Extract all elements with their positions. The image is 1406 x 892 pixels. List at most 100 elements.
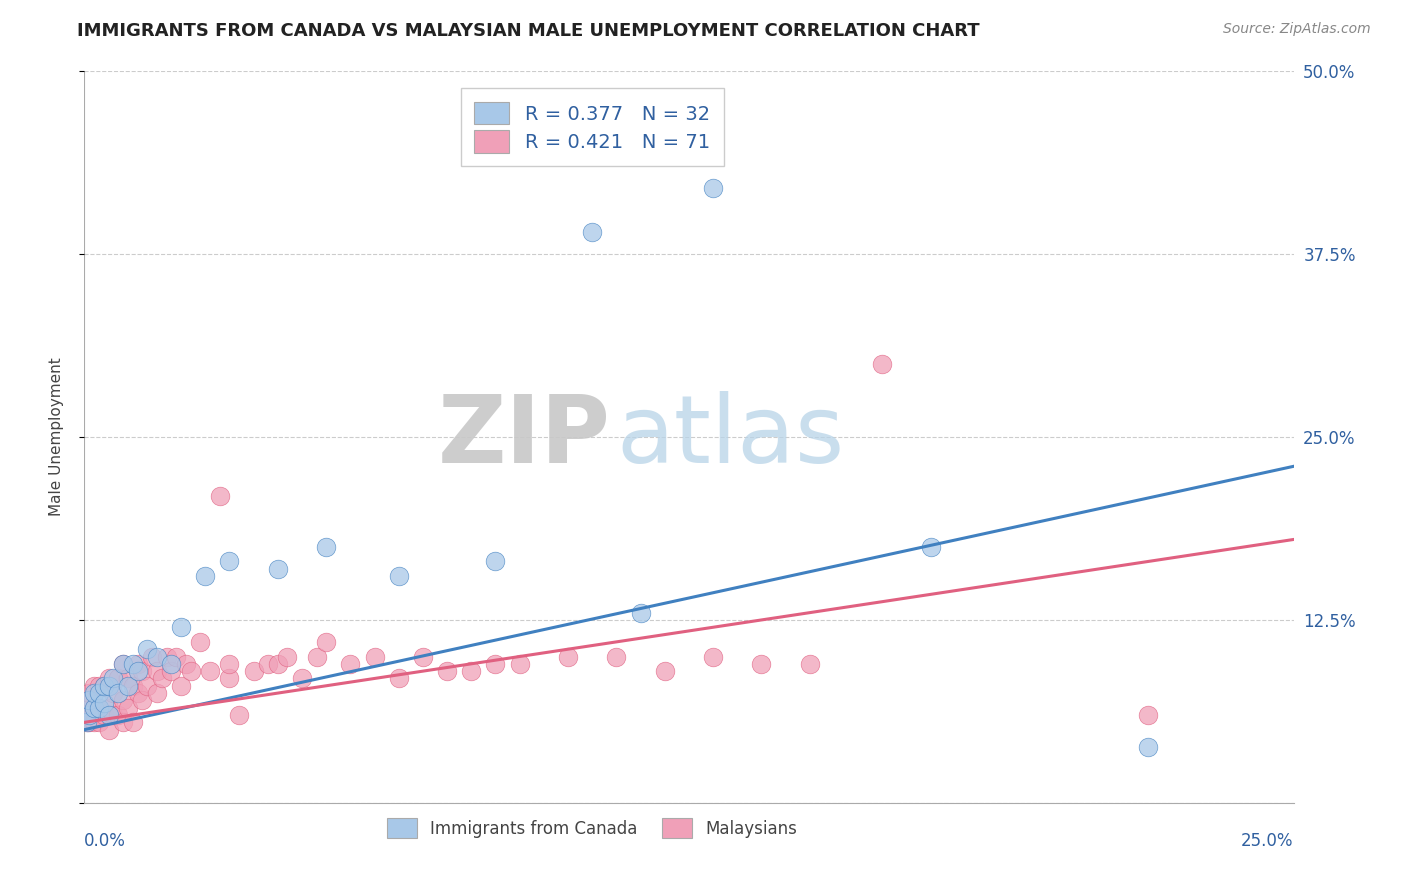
Point — [198, 664, 221, 678]
Point — [315, 635, 337, 649]
Point — [388, 672, 411, 686]
Point — [242, 664, 264, 678]
Text: 25.0%: 25.0% — [1241, 832, 1294, 850]
Text: 0.0%: 0.0% — [84, 832, 127, 850]
Point — [93, 708, 115, 723]
Point — [107, 672, 129, 686]
Point — [146, 686, 169, 700]
Point — [83, 715, 105, 730]
Point — [112, 657, 135, 671]
Point — [174, 657, 197, 671]
Point — [87, 679, 110, 693]
Point — [97, 723, 120, 737]
Point — [77, 708, 100, 723]
Point — [276, 649, 298, 664]
Point — [388, 569, 411, 583]
Text: atlas: atlas — [616, 391, 845, 483]
Point — [218, 657, 240, 671]
Point — [93, 679, 115, 693]
Point — [228, 708, 250, 723]
Point — [751, 657, 773, 671]
Point — [605, 649, 627, 664]
Point — [87, 686, 110, 700]
Point — [146, 664, 169, 678]
Point — [112, 657, 135, 671]
Point — [218, 672, 240, 686]
Point — [83, 700, 105, 714]
Point — [799, 657, 821, 671]
Point — [257, 657, 280, 671]
Point — [170, 679, 193, 693]
Point — [581, 225, 603, 239]
Point — [76, 715, 98, 730]
Point — [160, 664, 183, 678]
Point — [920, 540, 942, 554]
Point — [160, 657, 183, 671]
Point — [121, 679, 143, 693]
Point — [103, 672, 125, 686]
Legend: Immigrants from Canada, Malaysians: Immigrants from Canada, Malaysians — [375, 806, 810, 849]
Point — [136, 679, 159, 693]
Point — [436, 664, 458, 678]
Point — [702, 181, 724, 195]
Point — [136, 642, 159, 657]
Point — [267, 657, 290, 671]
Point — [117, 700, 139, 714]
Point — [97, 672, 120, 686]
Point — [630, 606, 652, 620]
Point — [190, 635, 212, 649]
Point — [127, 657, 149, 671]
Point — [103, 708, 125, 723]
Point — [654, 664, 676, 678]
Point — [412, 649, 434, 664]
Point — [77, 686, 100, 700]
Point — [509, 657, 531, 671]
Point — [267, 562, 290, 576]
Point — [484, 657, 506, 671]
Point — [484, 554, 506, 568]
Point — [97, 679, 120, 693]
Point — [87, 715, 110, 730]
Point — [117, 672, 139, 686]
Point — [131, 664, 153, 678]
Point — [83, 686, 105, 700]
Point — [97, 708, 120, 723]
Point — [194, 569, 217, 583]
Point — [291, 672, 314, 686]
Point — [131, 693, 153, 707]
Point — [315, 540, 337, 554]
Point — [77, 715, 100, 730]
Point — [77, 700, 100, 714]
Point — [155, 649, 177, 664]
Point — [146, 649, 169, 664]
Point — [83, 679, 105, 693]
Point — [141, 649, 163, 664]
Point — [117, 679, 139, 693]
Point — [76, 715, 98, 730]
Point — [127, 664, 149, 678]
Point — [75, 708, 97, 723]
Point — [103, 686, 125, 700]
Point — [363, 649, 385, 664]
Y-axis label: Male Unemployment: Male Unemployment — [49, 358, 63, 516]
Point — [121, 657, 143, 671]
Point — [180, 664, 202, 678]
Point — [127, 686, 149, 700]
Point — [165, 649, 187, 664]
Text: ZIP: ZIP — [437, 391, 610, 483]
Point — [1137, 740, 1160, 755]
Point — [208, 489, 231, 503]
Point — [170, 620, 193, 634]
Point — [112, 715, 135, 730]
Point — [87, 700, 110, 714]
Point — [557, 649, 579, 664]
Point — [339, 657, 361, 671]
Point — [93, 696, 115, 710]
Point — [83, 700, 105, 714]
Point — [97, 700, 120, 714]
Point — [107, 708, 129, 723]
Point — [93, 679, 115, 693]
Point — [87, 700, 110, 714]
Point — [150, 672, 173, 686]
Point — [305, 649, 328, 664]
